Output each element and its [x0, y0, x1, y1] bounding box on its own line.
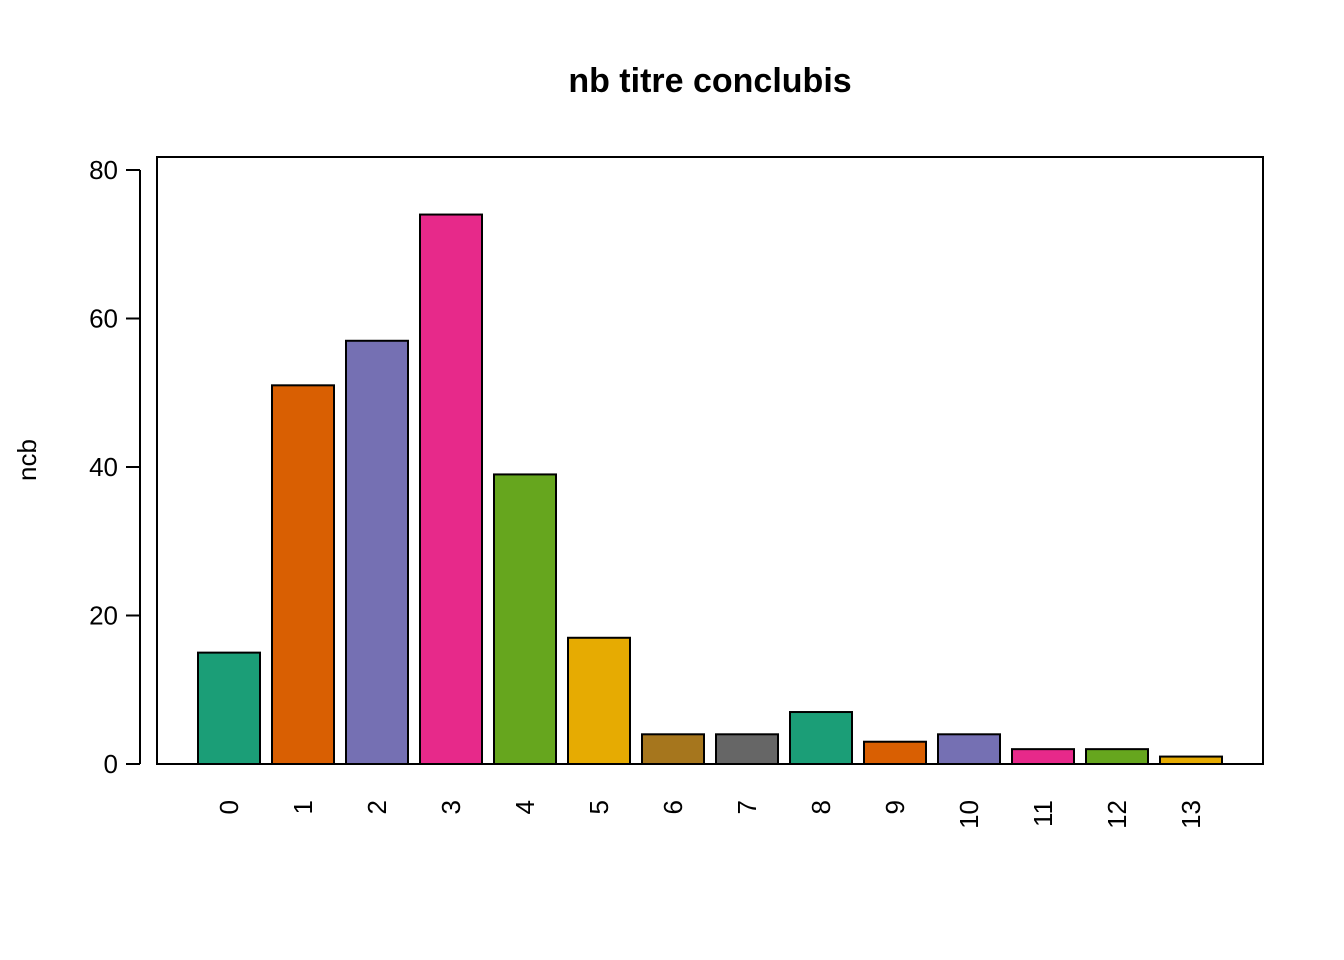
x-tick-label: 0	[214, 800, 244, 814]
y-axis-label: ncb	[12, 439, 42, 481]
x-tick-label: 12	[1102, 800, 1132, 829]
x-tick-label: 2	[362, 800, 392, 814]
x-tick-label: 6	[658, 800, 688, 814]
bar-1	[271, 384, 335, 765]
y-axis: 0 20 40 60 80	[89, 155, 140, 779]
x-tick-label: 13	[1176, 800, 1206, 829]
x-tick-label: 11	[1028, 800, 1058, 827]
x-tick-label: 7	[732, 800, 762, 814]
bar-9	[863, 740, 927, 765]
x-tick-label: 4	[510, 800, 540, 814]
bar-13	[1159, 755, 1223, 766]
x-axis: 0 1 2 3 4 5 6 7 8 9 10 11 12 13	[214, 800, 1206, 829]
x-tick-label: 5	[584, 800, 614, 814]
bar-5	[567, 636, 631, 766]
y-tick-label: 40	[89, 452, 118, 482]
bar-0	[197, 651, 261, 765]
x-tick-label: 1	[288, 800, 318, 814]
plot-box	[156, 156, 1264, 765]
bar-6	[641, 733, 705, 765]
bar-4	[493, 473, 557, 765]
bar-2	[345, 339, 409, 765]
bar-8	[789, 711, 853, 766]
bar-11	[1011, 748, 1075, 766]
y-tick-label: 80	[89, 155, 118, 185]
x-tick-label: 3	[436, 800, 466, 814]
bars	[197, 213, 1223, 766]
y-tick-label: 20	[89, 601, 118, 631]
x-tick-label: 8	[806, 800, 836, 814]
bar-10	[937, 733, 1001, 765]
y-tick-label: 0	[104, 749, 118, 779]
bar-12	[1085, 748, 1149, 766]
chart-title: nb titre conclubis	[568, 62, 851, 100]
bar-3	[419, 213, 483, 766]
x-tick-label: 10	[954, 800, 984, 829]
y-tick-label: 60	[89, 304, 118, 334]
x-tick-label: 9	[880, 800, 910, 814]
bar-7	[715, 733, 779, 765]
